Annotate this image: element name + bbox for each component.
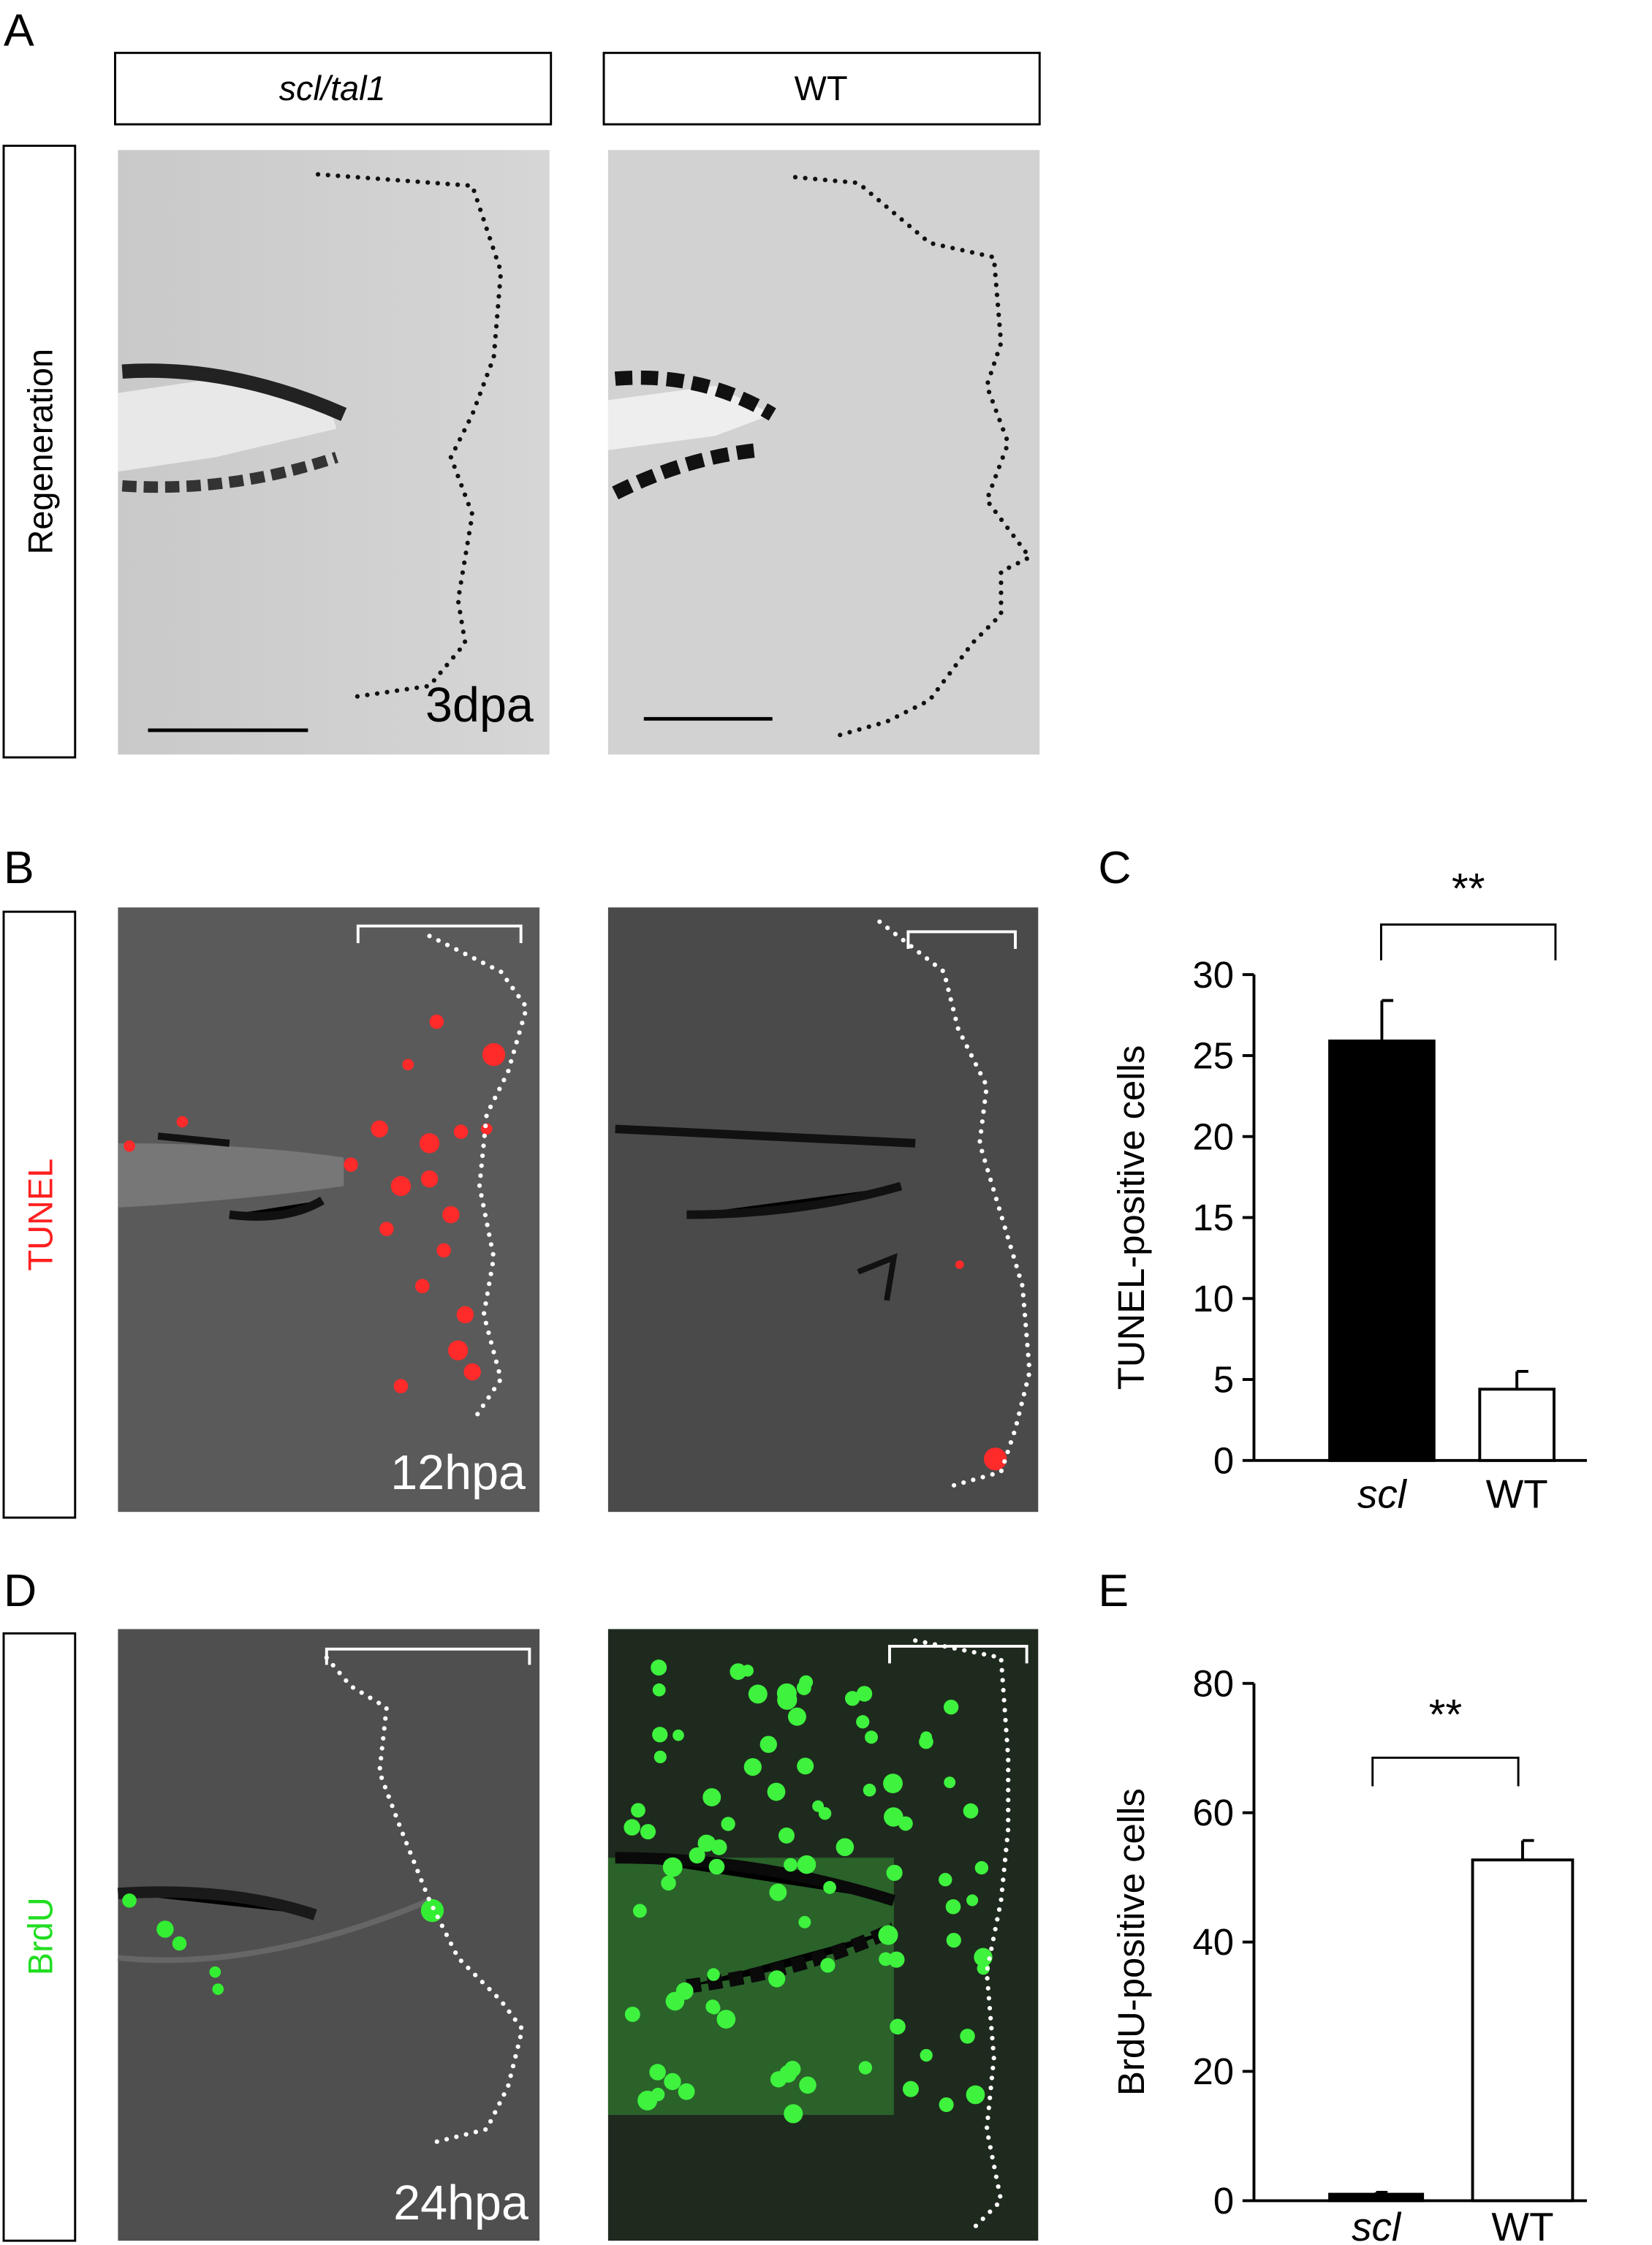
time-label: 24hpa: [393, 2176, 528, 2230]
y-tick-label: 0: [1213, 2180, 1234, 2222]
micrograph: [607, 1629, 1039, 2241]
y-tick-label: 40: [1193, 1921, 1235, 1963]
y-tick-label: 60: [1193, 1792, 1235, 1833]
y-tick-label: 20: [1193, 1116, 1235, 1157]
bar: [1471, 1858, 1575, 2203]
bar: [1328, 1040, 1436, 1462]
x-tick-label: WT: [1486, 1471, 1548, 1516]
micrograph: 12hpa: [118, 907, 540, 1513]
bar: [1478, 1387, 1556, 1462]
y-tick-label: 80: [1193, 1662, 1235, 1704]
y-axis-label: TUNEL-positive cells: [1110, 1045, 1152, 1390]
y-tick-label: 15: [1193, 1197, 1235, 1238]
y-tick-label: 0: [1213, 1439, 1234, 1481]
micrograph: [607, 150, 1040, 755]
y-tick-label: 30: [1193, 954, 1235, 996]
column-header: scl/tal1: [279, 69, 386, 107]
y-tick-label: 25: [1193, 1035, 1235, 1077]
panel-label: A: [4, 5, 34, 56]
header-box: [602, 51, 1041, 126]
panel-label: C: [1098, 842, 1131, 893]
time-label: 12hpa: [390, 1446, 526, 1500]
y-tick-label: 5: [1213, 1359, 1234, 1401]
row-box: [2, 144, 77, 759]
y-axis-label: BrdU-positive cells: [1110, 1788, 1152, 2096]
x-tick-label: scl: [1357, 1471, 1408, 1516]
significance-label: **: [1452, 865, 1485, 912]
micrograph: [607, 907, 1039, 1513]
significance-bracket: [1379, 923, 1557, 961]
bar: [1328, 2192, 1425, 2203]
y-tick-label: 20: [1193, 2051, 1235, 2092]
panel-label: D: [4, 1565, 37, 1616]
micrograph: 24hpa: [117, 1629, 540, 2241]
y-tick-label: 10: [1193, 1278, 1235, 1320]
panel-label: E: [1098, 1565, 1129, 1616]
x-tick-label: WT: [1491, 2204, 1553, 2245]
column-header: WT: [795, 69, 848, 107]
row-label: Regeneration: [21, 349, 59, 555]
micrograph: 3dpa: [118, 150, 550, 755]
significance-bracket: [1371, 1756, 1520, 1787]
row-label: TUNEL: [21, 1159, 59, 1271]
significance-label: **: [1429, 1691, 1463, 1738]
row-box: [2, 1632, 77, 2242]
row-box: [2, 910, 77, 1519]
header-box: [114, 51, 553, 126]
row-label: BrdU: [21, 1897, 59, 1975]
time-label: 3dpa: [425, 678, 534, 732]
panel-label: B: [4, 842, 34, 893]
x-tick-label: scl: [1352, 2204, 1402, 2245]
